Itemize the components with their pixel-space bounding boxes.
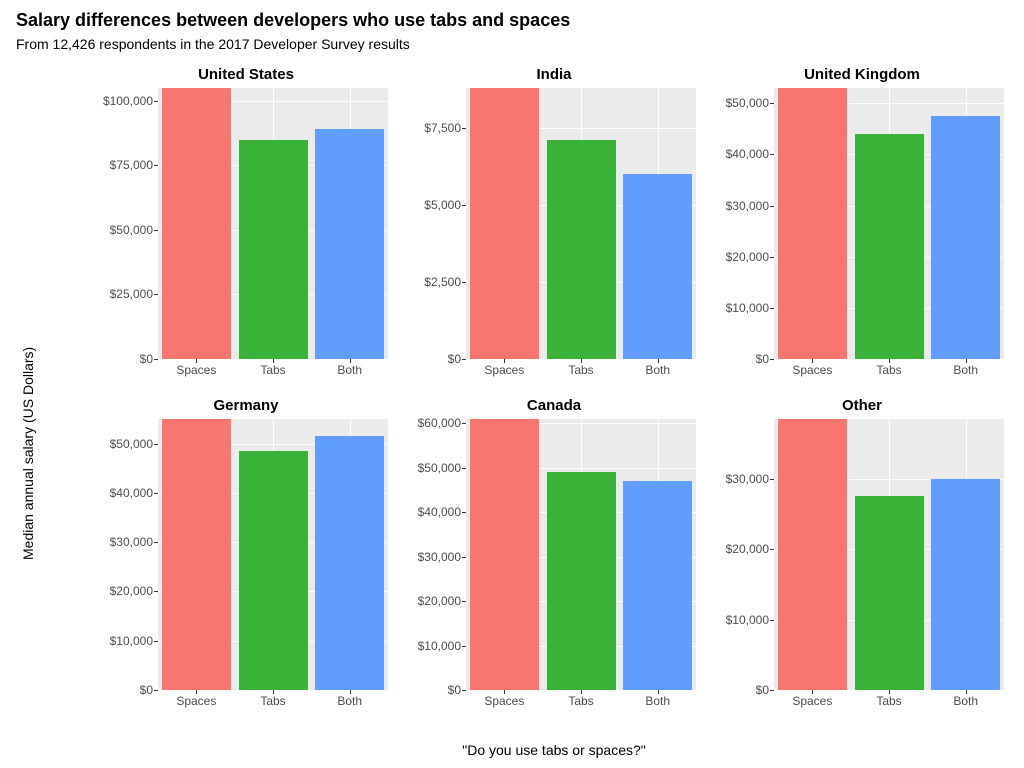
chart-root: Salary differences between developers wh… (0, 0, 1024, 768)
bar (547, 472, 616, 690)
y-tick-label: $7,500 (424, 121, 466, 135)
x-tick-label: Tabs (876, 690, 901, 708)
y-tick-label: $40,000 (726, 147, 774, 161)
y-tick-label: $10,000 (726, 301, 774, 315)
y-tick-label: $20,000 (418, 594, 466, 608)
x-tick-label: Spaces (792, 690, 832, 708)
y-tick-label: $20,000 (110, 584, 158, 598)
panel: India$0$2,500$5,000$7,500SpacesTabsBoth (406, 66, 702, 385)
y-tick-label: $40,000 (418, 505, 466, 519)
x-tick-label: Tabs (876, 359, 901, 377)
bar (470, 419, 539, 690)
y-tick-label: $2,500 (424, 275, 466, 289)
panel-title: Germany (98, 397, 394, 414)
x-tick-label: Both (337, 690, 362, 708)
y-tick-label: $100,000 (103, 94, 158, 108)
bar (855, 134, 924, 359)
y-axis-label: Median annual salary (US Dollars) (20, 347, 36, 560)
panel: United States$0$25,000$50,000$75,000$100… (98, 66, 394, 385)
panel: Other$0$10,000$20,000$30,000SpacesTabsBo… (714, 397, 1010, 716)
x-tick-label: Both (953, 359, 978, 377)
x-tick-label: Spaces (176, 690, 216, 708)
y-tick-label: $10,000 (726, 613, 774, 627)
plot-area: $0$10,000$20,000$30,000$40,000$50,000$60… (466, 419, 696, 690)
panel-title: United Kingdom (714, 66, 1010, 83)
bar (778, 88, 847, 359)
y-tick-label: $30,000 (110, 535, 158, 549)
bar (239, 451, 308, 690)
y-tick-label: $50,000 (110, 223, 158, 237)
plot-area: $0$10,000$20,000$30,000$40,000$50,000Spa… (158, 419, 388, 690)
y-tick-label: $40,000 (110, 486, 158, 500)
y-tick-label: $0 (448, 352, 466, 366)
panel: United Kingdom$0$10,000$20,000$30,000$40… (714, 66, 1010, 385)
y-tick-label: $30,000 (726, 199, 774, 213)
y-tick-label: $75,000 (110, 158, 158, 172)
y-tick-label: $30,000 (418, 550, 466, 564)
bar (470, 88, 539, 359)
x-tick-label: Tabs (568, 690, 593, 708)
bar (162, 88, 231, 359)
x-tick-label: Tabs (260, 690, 285, 708)
y-tick-label: $50,000 (418, 461, 466, 475)
x-tick-label: Spaces (792, 359, 832, 377)
x-tick-label: Spaces (484, 690, 524, 708)
x-tick-label: Spaces (176, 359, 216, 377)
plot-area: $0$25,000$50,000$75,000$100,000SpacesTab… (158, 88, 388, 359)
y-tick-label: $10,000 (418, 639, 466, 653)
chart-subtitle: From 12,426 respondents in the 2017 Deve… (16, 36, 410, 52)
bar (931, 116, 1000, 359)
y-tick-label: $0 (756, 352, 774, 366)
panels-grid: United States$0$25,000$50,000$75,000$100… (98, 66, 1010, 716)
x-tick-label: Tabs (568, 359, 593, 377)
y-tick-label: $50,000 (110, 437, 158, 451)
panel-title: Other (714, 397, 1010, 414)
bar (162, 419, 231, 690)
plot-area: $0$2,500$5,000$7,500SpacesTabsBoth (466, 88, 696, 359)
bar (778, 419, 847, 690)
x-tick-label: Both (645, 690, 670, 708)
x-tick-label: Tabs (260, 359, 285, 377)
bar (623, 481, 692, 690)
y-tick-label: $20,000 (726, 250, 774, 264)
y-tick-label: $10,000 (110, 634, 158, 648)
panel-title: Canada (406, 397, 702, 414)
bar (315, 129, 384, 359)
bar (931, 479, 1000, 690)
plot-area: $0$10,000$20,000$30,000$40,000$50,000Spa… (774, 88, 1004, 359)
y-tick-label: $20,000 (726, 542, 774, 556)
y-tick-label: $30,000 (726, 472, 774, 486)
y-tick-label: $0 (140, 352, 158, 366)
x-tick-label: Both (337, 359, 362, 377)
panel-title: United States (98, 66, 394, 83)
y-tick-label: $60,000 (418, 416, 466, 430)
x-tick-label: Both (953, 690, 978, 708)
x-tick-label: Both (645, 359, 670, 377)
x-tick-label: Spaces (484, 359, 524, 377)
y-tick-label: $5,000 (424, 198, 466, 212)
bar (623, 174, 692, 359)
panel-title: India (406, 66, 702, 83)
y-tick-label: $0 (448, 683, 466, 697)
chart-title: Salary differences between developers wh… (16, 10, 570, 31)
y-tick-label: $25,000 (110, 287, 158, 301)
panel: Canada$0$10,000$20,000$30,000$40,000$50,… (406, 397, 702, 716)
y-tick-label: $0 (756, 683, 774, 697)
bar (547, 140, 616, 359)
bar (239, 140, 308, 359)
bar (315, 436, 384, 690)
y-tick-label: $0 (140, 683, 158, 697)
plot-area: $0$10,000$20,000$30,000SpacesTabsBoth (774, 419, 1004, 690)
x-axis-label: "Do you use tabs or spaces?" (98, 742, 1010, 758)
bar (855, 496, 924, 690)
panel: Germany$0$10,000$20,000$30,000$40,000$50… (98, 397, 394, 716)
y-tick-label: $50,000 (726, 96, 774, 110)
